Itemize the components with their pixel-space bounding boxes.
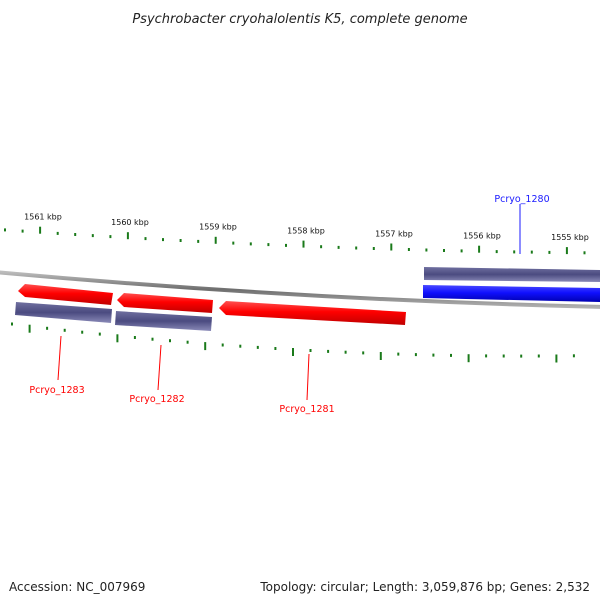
map-title: Psychrobacter cryohalolentis K5, complet… xyxy=(132,12,467,27)
tick-label: 1558 kbp xyxy=(287,227,325,236)
tick-label: 1560 kbp xyxy=(111,218,149,227)
tick-label: 1559 kbp xyxy=(199,223,237,232)
leader-pcryo-1283 xyxy=(57,335,62,381)
leader-pcryo-1282 xyxy=(157,344,162,391)
tick-label: 1557 kbp xyxy=(375,230,413,239)
gene-pcryo-1281[interactable] xyxy=(219,301,406,325)
gene-pcryo-1280[interactable] xyxy=(423,285,600,302)
gene-pcryo-1283[interactable] xyxy=(18,284,113,305)
tick-label: 1555 kbp xyxy=(551,233,589,242)
outer-scale-ticks xyxy=(4,226,586,255)
genome-backbone xyxy=(0,270,600,309)
scale-tick-labels: 1561 kbp 1560 kbp 1559 kbp 1558 kbp 1557 kbp… xyxy=(24,213,589,242)
gene-label-pcryo-1282[interactable]: Pcryo_1282 xyxy=(129,394,184,405)
inner-scale-ticks xyxy=(11,322,575,363)
tick-label: 1561 kbp xyxy=(24,213,62,222)
leader-pcryo-1281 xyxy=(306,353,310,401)
gene-pcryo-1282[interactable] xyxy=(117,293,213,313)
gene-label-pcryo-1283[interactable]: Pcryo_1283 xyxy=(29,385,84,396)
cds-pcryo-1283[interactable] xyxy=(15,302,112,323)
genome-summary-text: Topology: circular; Length: 3,059,876 bp… xyxy=(260,580,590,594)
accession-text: Accession: NC_007969 xyxy=(9,580,146,594)
gene-label-pcryo-1280[interactable]: Pcryo_1280 xyxy=(494,194,549,205)
tick-label: 1556 kbp xyxy=(463,232,501,241)
cds-pcryo-1280[interactable] xyxy=(424,267,600,282)
cds-pcryo-1282[interactable] xyxy=(115,311,212,331)
gene-label-pcryo-1281[interactable]: Pcryo_1281 xyxy=(279,404,334,415)
